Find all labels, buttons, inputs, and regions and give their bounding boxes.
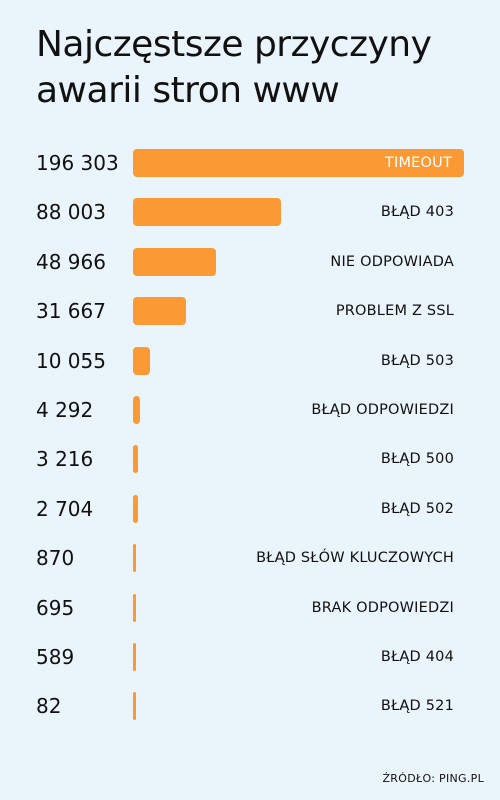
bar-row: 589 BŁĄD 404: [0, 640, 500, 674]
bar: [133, 149, 464, 177]
bar: [133, 692, 136, 721]
bar-value-label: 31 667: [36, 299, 106, 324]
bar-value-label: 2 704: [36, 496, 94, 521]
bar-value-label: 10 055: [36, 348, 106, 373]
source-note: ŹRÓDŁO: PING.PL: [382, 772, 484, 785]
bar-value-label: 88 003: [36, 200, 106, 225]
bar: [133, 494, 138, 523]
bar-value-label: 589: [36, 645, 75, 669]
bar-value-label: 3 216: [36, 447, 94, 472]
chart-title: Najczęstsze przyczyny awarii stron www: [36, 24, 432, 111]
bar: [133, 643, 136, 671]
bar: [133, 247, 216, 276]
bar: [133, 593, 136, 622]
bar-value-label: 48 966: [36, 249, 106, 274]
bar-category-label: BŁĄD 500: [380, 451, 454, 468]
bar-row: 48 966 NIE ODPOWIADA: [0, 245, 500, 279]
bar-value-label: 695: [36, 595, 75, 620]
bar-row: 82 BŁĄD 521: [0, 689, 500, 723]
bar-category-label: NIE ODPOWIADA: [330, 253, 454, 270]
bar: [133, 198, 282, 227]
bar: [133, 396, 141, 424]
bar-row: 10 055 BŁĄD 503: [0, 344, 500, 378]
bar-category-label: BŁĄD ODPOWIEDZI: [311, 402, 454, 418]
bar-value-label: 870: [36, 546, 75, 571]
bar-value-label: 196 303: [36, 151, 119, 175]
bar: [133, 297, 187, 326]
bar: [133, 445, 139, 474]
bar-category-label: TIMEOUT: [384, 155, 452, 171]
bar-value-label: 82: [36, 694, 62, 719]
bar-row: 196 303 TIMEOUT: [0, 146, 500, 180]
bar-category-label: BŁĄD 521: [380, 698, 454, 715]
bar-category-label: BŁĄD SŁÓW KLUCZOWYCH: [256, 550, 454, 567]
bar-category-label: BŁĄD 502: [380, 500, 454, 517]
bar-category-label: PROBLEM Z SSL: [335, 303, 454, 320]
bar-category-label: BRAK ODPOWIEDZI: [311, 599, 454, 616]
bar-row: 2 704 BŁĄD 502: [0, 492, 500, 526]
bar-category-label: BŁĄD 403: [380, 204, 454, 221]
bar-row: 4 292 BŁĄD ODPOWIEDZI: [0, 393, 500, 427]
bar-category-label: BŁĄD 404: [380, 649, 454, 665]
bar-row: 31 667 PROBLEM Z SSL: [0, 294, 500, 328]
bar: [133, 346, 150, 375]
bar-value-label: 4 292: [36, 398, 94, 422]
bar: [133, 544, 136, 573]
bar-row: 870 BŁĄD SŁÓW KLUCZOWYCH: [0, 541, 500, 575]
bar-row: 88 003 BŁĄD 403: [0, 195, 500, 229]
bar-row: 695 BRAK ODPOWIEDZI: [0, 591, 500, 625]
bar-category-label: BŁĄD 503: [380, 352, 454, 369]
bar-row: 3 216 BŁĄD 500: [0, 442, 500, 476]
